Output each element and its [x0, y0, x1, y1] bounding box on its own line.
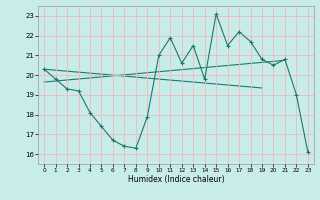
- X-axis label: Humidex (Indice chaleur): Humidex (Indice chaleur): [128, 175, 224, 184]
